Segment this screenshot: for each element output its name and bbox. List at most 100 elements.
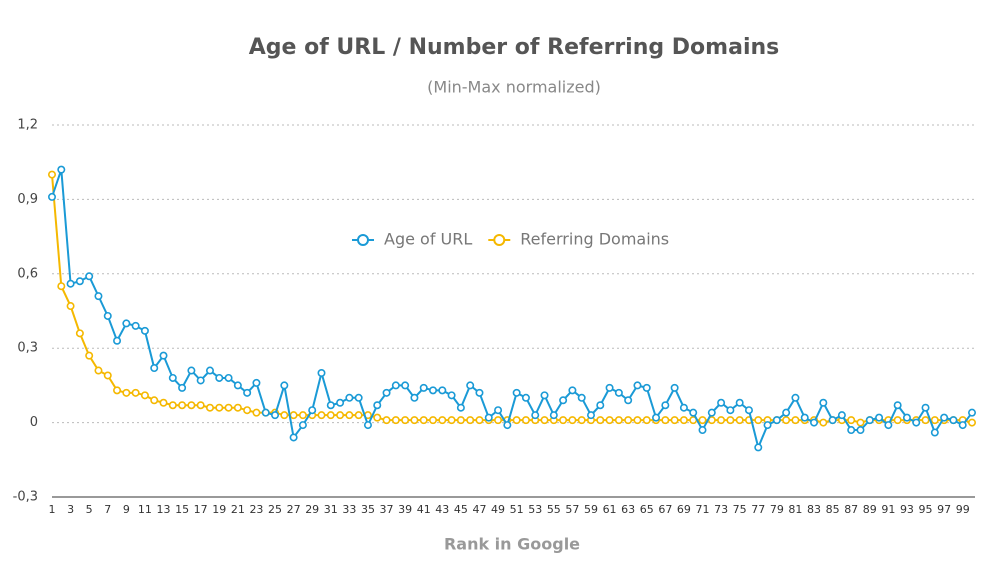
data-point [243,388,252,397]
data-point [298,421,307,430]
data-point [401,381,410,390]
x-tick-label: 85 [826,503,840,516]
data-point [494,406,503,415]
data-point [401,416,410,425]
data-point [949,416,958,425]
legend: Age of URL Referring Domains [352,230,669,249]
data-point [336,398,345,407]
data-point [429,386,438,395]
x-axis-label: Rank in Google [444,535,580,554]
x-tick-label: 73 [714,503,728,516]
x-tick-label: 67 [658,503,672,516]
data-point [75,329,84,338]
x-tick-label: 75 [733,503,747,516]
x-tick-label: 69 [677,503,691,516]
data-point [475,388,484,397]
data-point [308,406,317,415]
data-point [837,411,846,420]
data-point [717,416,726,425]
x-tick-label: 57 [565,503,579,516]
series-line [51,174,973,424]
data-point [642,383,651,392]
data-point [791,416,800,425]
data-point [958,421,967,430]
data-point [754,416,763,425]
x-tick-label: 31 [324,503,338,516]
x-tick-label: 9 [123,503,130,516]
x-tick-label: 17 [194,503,208,516]
data-point [187,401,196,410]
data-point [122,319,131,328]
data-point [243,406,252,415]
data-point [614,388,623,397]
data-point [596,416,605,425]
data-point [819,418,828,427]
x-tick-label: 23 [249,503,263,516]
data-point [85,272,94,281]
data-point [605,383,614,392]
data-point [912,418,921,427]
x-tick-label: 59 [584,503,598,516]
data-point [661,401,670,410]
data-point [754,443,763,452]
data-point [624,416,633,425]
data-point [113,336,122,345]
data-point [967,408,976,417]
data-point [94,366,103,375]
data-point [652,413,661,422]
data-point [252,378,261,387]
data-point [521,393,530,402]
data-point [549,411,558,420]
data-point [819,398,828,407]
data-point [540,416,549,425]
x-tick-label: 29 [305,503,319,516]
data-point [800,413,809,422]
data-point [47,192,56,201]
data-point [726,416,735,425]
data-point [85,351,94,360]
data-point [744,406,753,415]
data-point [261,408,270,417]
y-tick-label: 0,6 [17,266,38,281]
data-point [893,416,902,425]
data-point [336,411,345,420]
legend-swatch [493,234,506,246]
data-point [113,386,122,395]
x-tick-label: 99 [956,503,970,516]
data-point [456,416,465,425]
data-point [661,416,670,425]
data-point [884,421,893,430]
data-point [577,393,586,402]
data-point [484,413,493,422]
x-tick-label: 93 [900,503,914,516]
data-point [893,401,902,410]
data-point [698,426,707,435]
data-point [772,416,781,425]
data-point [224,373,233,382]
data-point [280,411,289,420]
data-point [847,416,856,425]
data-point [568,386,577,395]
data-point [512,416,521,425]
data-point [215,403,224,412]
data-point [289,411,298,420]
legend-swatch [357,234,369,246]
y-tick-label: -0,3 [13,490,38,505]
data-point [810,418,819,427]
data-point [921,416,930,425]
data-point [159,351,168,360]
data-point [698,416,707,425]
data-point [382,416,391,425]
data-point [559,396,568,405]
data-point [103,371,112,380]
y-tick-label: 0 [30,415,38,430]
data-point [140,326,149,335]
x-tick-label: 25 [268,503,282,516]
data-point [326,411,335,420]
data-point [317,368,326,377]
x-tick-label: 35 [361,503,375,516]
data-point [150,364,159,373]
data-point [429,416,438,425]
data-point [726,406,735,415]
